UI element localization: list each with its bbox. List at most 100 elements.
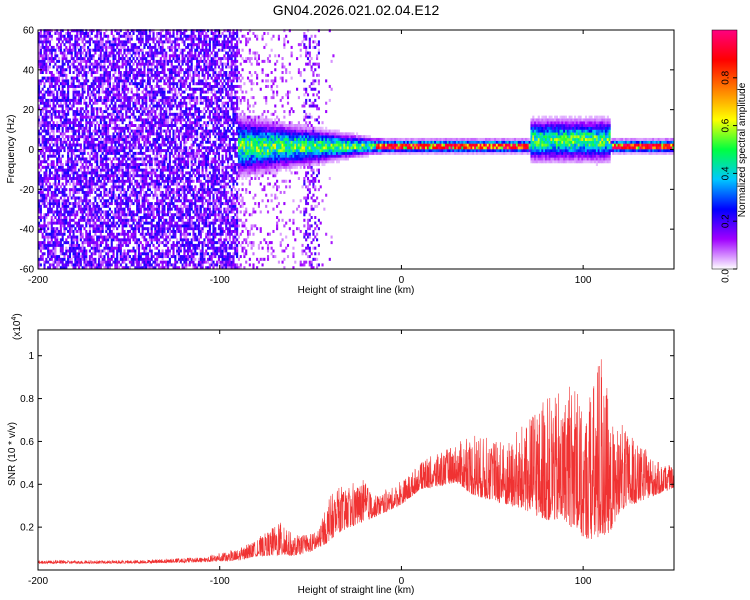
spectrogram-cell	[90, 140, 93, 144]
spectrogram-cell	[77, 135, 81, 139]
spectrogram-cell	[92, 115, 95, 119]
spectrogram-cell	[47, 185, 50, 189]
spectrogram-cell	[50, 229, 53, 233]
spectrogram-cell	[125, 196, 128, 200]
spectrogram-cell	[117, 112, 121, 116]
spectrogram-cell	[85, 71, 88, 75]
spectrogram-cell	[107, 232, 110, 236]
spectrogram-cell	[143, 179, 146, 183]
spectrogram-cell	[125, 171, 128, 175]
spectrogram-cell	[39, 210, 42, 214]
spectrogram-cell	[147, 40, 150, 44]
spectrogram-cell	[183, 213, 186, 217]
spectrogram-cell	[121, 176, 124, 180]
spectrogram-cell	[43, 129, 46, 133]
spectrogram-cell	[168, 31, 171, 35]
spectrogram-cell	[87, 243, 90, 247]
spectrogram-cell	[123, 213, 126, 217]
spectrogram-cell	[157, 151, 161, 155]
spectrogram-cell	[121, 193, 124, 197]
spectrogram-cell	[48, 43, 52, 47]
spectrogram-cell	[139, 40, 142, 44]
spectrogram-cell	[130, 263, 133, 267]
spectrogram-cell	[156, 140, 159, 144]
spectrogram-cell	[156, 59, 159, 63]
spectrogram-cell	[68, 45, 72, 49]
spectrogram-cell	[123, 84, 126, 88]
spectrogram-cell	[185, 171, 188, 175]
spectrogram-cell	[99, 84, 102, 88]
spectrogram-cell	[67, 129, 70, 133]
spectrogram-cell	[145, 243, 148, 247]
spectrogram-cell	[96, 65, 99, 69]
spectrogram-cell	[117, 140, 121, 144]
spectrogram-cell	[172, 82, 175, 86]
spectrogram-cell	[177, 57, 181, 61]
spectrogram-cell	[39, 71, 42, 75]
spectrogram-cell	[110, 165, 113, 169]
spectrogram-cell	[79, 82, 82, 86]
spectrogram-cell	[150, 115, 153, 119]
spectrogram-cell	[50, 48, 53, 52]
spectrogram-cell	[105, 126, 108, 130]
spectrogram-cell	[181, 157, 184, 161]
spectrogram-cell	[148, 135, 151, 139]
spectrogram-cell	[52, 65, 55, 69]
spectrogram-cell	[143, 140, 146, 144]
spectrogram-cell	[154, 202, 157, 206]
spectrogram-cell	[139, 31, 142, 35]
spectrogram-cell	[150, 101, 153, 105]
spectrogram-cell	[76, 202, 79, 206]
spectrogram-cell	[65, 179, 68, 183]
spectrogram-cell	[163, 73, 166, 77]
spectrogram-cell	[141, 82, 144, 86]
spectrogram-cell	[99, 179, 102, 183]
spectrogram-cell	[110, 101, 113, 105]
spectrogram-cell	[48, 82, 52, 86]
spectrogram-cell	[130, 157, 133, 161]
spectrogram-cell	[130, 37, 133, 41]
spectrogram-cell	[90, 54, 93, 58]
spectrogram-cell	[90, 82, 93, 86]
spectrogram-cell	[59, 227, 62, 231]
spectrogram-cell	[103, 57, 106, 61]
spectrogram-cell	[185, 196, 188, 200]
spectrogram-cell	[70, 179, 73, 183]
spectrogram-cell	[121, 54, 124, 58]
spectrogram-cell	[96, 59, 99, 63]
spectrogram-cell	[52, 107, 55, 111]
spectrogram-cell	[134, 154, 137, 158]
spectrogram-cell	[174, 101, 177, 105]
spectrogram-cell	[107, 243, 110, 247]
spectrogram-cell	[119, 154, 122, 158]
spectrogram-cell	[128, 57, 131, 61]
spectrogram-cell	[157, 176, 161, 180]
spectrogram-cell	[47, 210, 50, 214]
spectrogram-cell	[159, 199, 162, 203]
spectrogram-cell	[90, 143, 93, 147]
spectrogram-cell	[181, 151, 184, 155]
spectrogram-cell	[103, 62, 106, 66]
spectrogram-cell	[150, 207, 153, 211]
spectrogram-cell	[83, 110, 86, 114]
spectrogram-cell	[147, 65, 150, 69]
spectrogram-cell	[99, 252, 102, 256]
spectrogram-cell	[81, 232, 84, 236]
spectrogram-cell	[157, 118, 161, 122]
spectrogram-cell	[61, 40, 64, 44]
spectrogram-cell	[183, 43, 186, 47]
spectrogram-cell	[112, 188, 115, 192]
spectrogram-cell	[99, 193, 102, 197]
spectrogram-cell	[177, 146, 181, 150]
spectrogram-cell	[179, 149, 182, 153]
spectrogram-cell	[70, 107, 73, 111]
spectrogram-cell	[165, 255, 168, 259]
spectrogram-cell	[65, 40, 68, 44]
spectrogram-cell	[76, 112, 79, 116]
spectrogram-cell	[150, 146, 153, 150]
spectrogram-cell	[38, 48, 41, 52]
spectrogram-cell	[174, 43, 177, 47]
spectrogram-cell	[156, 84, 159, 88]
spectrogram-cell	[134, 232, 137, 236]
